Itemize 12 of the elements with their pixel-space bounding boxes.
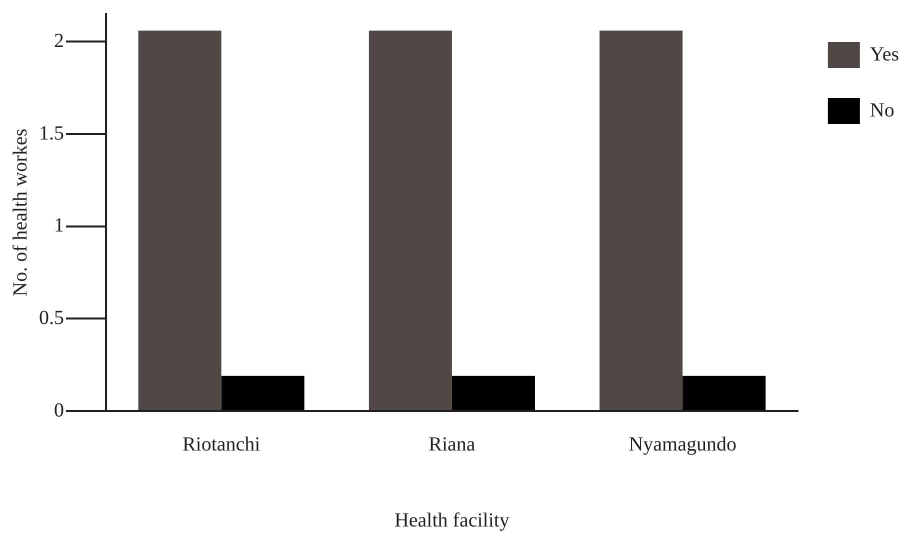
x-tick-label: Riana (428, 433, 476, 456)
y-tick-label: 2 (54, 30, 64, 52)
y-tick-label: 1 (54, 214, 64, 237)
x-tick-label: Riotanchi (182, 433, 261, 456)
legend-label: Yes (870, 43, 900, 66)
x-axis-title: Health facility (394, 509, 510, 532)
y-tick-label: 1.5 (39, 122, 64, 144)
legend-label: No (870, 99, 894, 122)
y-tick-label: 0 (54, 399, 64, 422)
y-tick-label: 0.5 (39, 306, 64, 329)
x-tick-label: Nyamagundo (628, 433, 736, 456)
y-axis-title: No. of health workes (9, 128, 32, 296)
